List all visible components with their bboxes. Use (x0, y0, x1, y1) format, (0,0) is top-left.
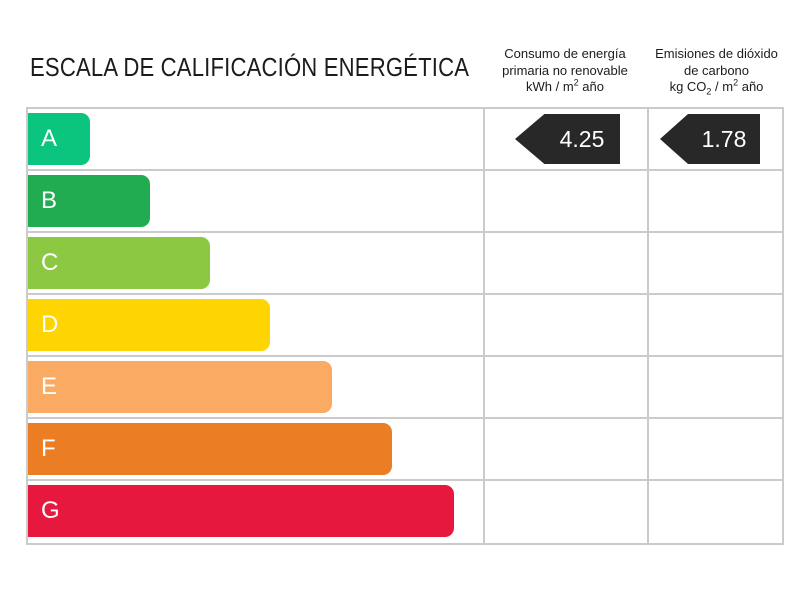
unit-text: / m (711, 79, 734, 94)
unit-text: kWh / m (526, 79, 574, 94)
emissions-header-line2: de carbono (683, 62, 750, 78)
rating-letter-c: C (41, 249, 59, 276)
emissions-header-unit: kg CO2 / m2 año (647, 77, 786, 97)
rating-row-e: E (28, 357, 782, 419)
emissions-header-line1: Emisiones de dióxido (655, 46, 778, 61)
unit-text: año (738, 79, 764, 94)
consumption-header-unit: kWh / m2 año (483, 77, 647, 96)
rating-row-d: D (28, 295, 782, 357)
rating-letter-b: B (41, 187, 58, 214)
rating-letter-e: E (41, 373, 58, 400)
rating-bar-g: G (28, 485, 454, 537)
rating-row-g: G (28, 481, 782, 543)
rating-row-f: F (28, 419, 782, 481)
consumption-header-line1: Consumo de energía (504, 46, 626, 61)
rating-bar-d: D (28, 299, 270, 351)
unit-subscript: 2 (706, 86, 712, 97)
emissions-column-header: Emisiones de dióxido de carbono kg CO2 /… (647, 46, 786, 96)
consumption-value-arrow: 4.25 (515, 114, 620, 164)
rating-row-a: A 4.25 1.78 (28, 109, 782, 171)
rating-bar-a: A (28, 113, 90, 165)
page-title: ESCALA DE CALIFICACIÓN ENERGÉTICA (30, 52, 470, 82)
column-divider-emissions (647, 109, 649, 543)
rating-bar-f: F (28, 423, 392, 475)
rating-bar-b: B (28, 175, 150, 227)
consumption-column-header: Consumo de energía primaria no renovable… (483, 46, 647, 96)
column-divider-consumption (483, 109, 485, 543)
unit-text: kg CO (669, 79, 707, 94)
rating-bar-e: E (28, 361, 332, 413)
rating-row-b: B (28, 171, 782, 233)
unit-superscript: 2 (573, 77, 579, 88)
rating-bar-c: C (28, 237, 210, 289)
rating-row-c: C (28, 233, 782, 295)
unit-text: año (578, 79, 604, 94)
rating-table: A 4.25 1.78 B C D E (26, 107, 784, 545)
rating-letter-f: F (41, 435, 56, 462)
unit-superscript: 2 (733, 77, 739, 88)
rating-letter-a: A (41, 125, 58, 152)
consumption-header-line2: primaria no renovable (502, 62, 628, 78)
emissions-value: 1.78 (701, 125, 747, 152)
consumption-value: 4.25 (559, 125, 605, 152)
rating-letter-d: D (41, 311, 59, 338)
rating-letter-g: G (41, 497, 60, 524)
emissions-value-arrow: 1.78 (660, 114, 760, 164)
